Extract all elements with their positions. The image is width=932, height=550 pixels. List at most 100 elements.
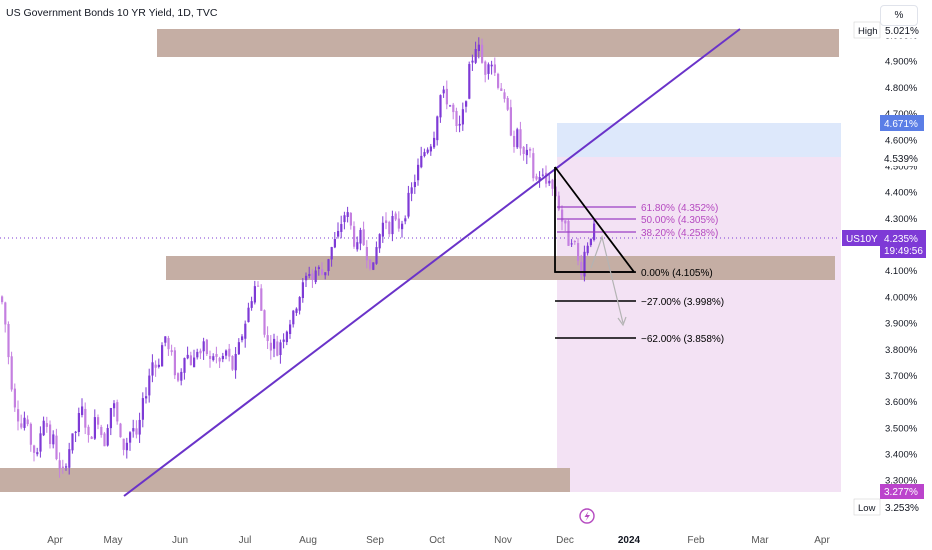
- candle-body-71: [228, 348, 231, 357]
- candle-body-112: [359, 230, 362, 244]
- candle-body-97: [311, 273, 314, 280]
- candle-body-95: [305, 275, 308, 281]
- candle-body-22: [71, 433, 74, 451]
- candle-body-61: [196, 351, 199, 358]
- candle-body-122: [391, 215, 394, 235]
- candle-body-47: [151, 362, 154, 376]
- candle-body-60: [193, 357, 196, 368]
- candle-body-40: [129, 432, 132, 443]
- candle-body-65: [209, 356, 212, 359]
- candle-body-143: [458, 123, 461, 126]
- candle-body-127: [407, 192, 410, 217]
- candle-body-77: [247, 307, 250, 323]
- candle-body-73: [234, 353, 237, 371]
- x-tick-4: Aug: [299, 535, 317, 546]
- trendline[interactable]: [123, 28, 741, 497]
- candle-body-28: [90, 436, 93, 439]
- target-lower-value: 3.277%: [884, 487, 918, 498]
- candle-body-34: [109, 408, 112, 429]
- candle-body-155: [497, 73, 500, 88]
- y-tick-16: 3.400%: [885, 450, 918, 461]
- candle-body-150: [481, 44, 484, 63]
- fib-label-61: 61.80% (4.352%): [641, 203, 718, 214]
- candle-body-0: [1, 296, 4, 303]
- candle-body-57: [183, 358, 186, 373]
- candle-body-9: [29, 423, 32, 445]
- candle-body-170: [545, 172, 548, 184]
- candle-body-80: [257, 285, 260, 287]
- candle-body-167: [535, 176, 538, 180]
- candle-body-64: [205, 339, 208, 355]
- candle-body-19: [61, 466, 64, 468]
- candle-body-86: [276, 341, 279, 356]
- target-upper-badge: [880, 115, 924, 131]
- candle-body-32: [103, 433, 106, 447]
- candle-body-6: [20, 423, 23, 428]
- candle-body-79: [253, 286, 256, 303]
- candle-body-149: [477, 44, 480, 51]
- candle-body-141: [452, 104, 455, 113]
- candle-body-178: [570, 243, 573, 245]
- candle-body-125: [401, 223, 404, 230]
- candle-body-92: [295, 308, 298, 313]
- candle-body-83: [266, 335, 269, 342]
- candle-body-98: [314, 270, 317, 283]
- candle-body-4: [13, 388, 16, 408]
- candle-body-15: [49, 424, 52, 445]
- candle-body-110: [353, 226, 356, 247]
- candle-body-53: [170, 350, 173, 353]
- candle-body-63: [202, 341, 205, 352]
- candle-body-134: [429, 146, 432, 152]
- candle-body-42: [135, 428, 138, 435]
- candle-body-5: [17, 409, 20, 422]
- candle-body-172: [551, 179, 554, 189]
- fib-label-50: 50.00% (4.305%): [641, 215, 718, 226]
- x-tick-3: Jul: [239, 535, 252, 546]
- candle-body-147: [471, 60, 474, 63]
- candle-body-184: [589, 238, 592, 246]
- price-axis[interactable]: 5.000%4.900%4.800%4.700%4.600%4.500%4.40…: [885, 30, 918, 512]
- candle-body-84: [269, 342, 272, 351]
- candle-body-153: [490, 64, 493, 67]
- candle-body-51: [164, 336, 167, 343]
- y-tick-17: 3.300%: [885, 476, 918, 487]
- fib-label-0: 0.00% (4.105%): [641, 268, 713, 279]
- candlesticks: [1, 37, 596, 478]
- candle-body-109: [349, 212, 352, 226]
- y-tick-10: 4.000%: [885, 292, 918, 303]
- candle-body-164: [525, 149, 528, 156]
- x-tick-12: Apr: [814, 535, 830, 546]
- candle-body-103: [330, 247, 333, 260]
- candle-body-108: [346, 212, 349, 217]
- candle-body-171: [548, 180, 551, 184]
- candle-body-160: [513, 135, 516, 147]
- candle-body-136: [436, 116, 439, 141]
- candle-body-133: [426, 149, 429, 153]
- candle-body-181: [580, 261, 583, 276]
- x-tick-8: Dec: [556, 535, 574, 546]
- candle-body-81: [260, 288, 263, 311]
- candle-body-23: [74, 431, 77, 433]
- candle-body-113: [362, 229, 365, 246]
- candle-body-29: [93, 417, 96, 439]
- lightning-icon[interactable]: [579, 508, 595, 524]
- candle-body-156: [500, 88, 503, 91]
- candle-body-78: [250, 301, 253, 308]
- symbol-label: US10Y: [846, 234, 878, 245]
- target-level-value: 4.539%: [884, 154, 918, 165]
- candle-body-18: [58, 460, 61, 469]
- candle-body-151: [484, 61, 487, 75]
- x-tick-9: 2024: [618, 535, 641, 546]
- candle-body-123: [394, 213, 397, 220]
- candle-body-142: [455, 110, 458, 126]
- percent-toggle-button[interactable]: %: [880, 5, 918, 26]
- resistance-zone: [157, 29, 839, 57]
- fib-label-minus62: −62.00% (3.858%): [641, 334, 724, 345]
- y-tick-15: 3.500%: [885, 423, 918, 434]
- candle-body-180: [577, 243, 580, 261]
- candle-body-91: [292, 310, 295, 325]
- time-axis[interactable]: Apr May Jun Jul Aug Sep Oct Nov Dec 2024 Feb Mar Apr: [47, 535, 830, 546]
- y-tick-6: 4.400%: [885, 188, 918, 199]
- candle-body-161: [516, 129, 519, 148]
